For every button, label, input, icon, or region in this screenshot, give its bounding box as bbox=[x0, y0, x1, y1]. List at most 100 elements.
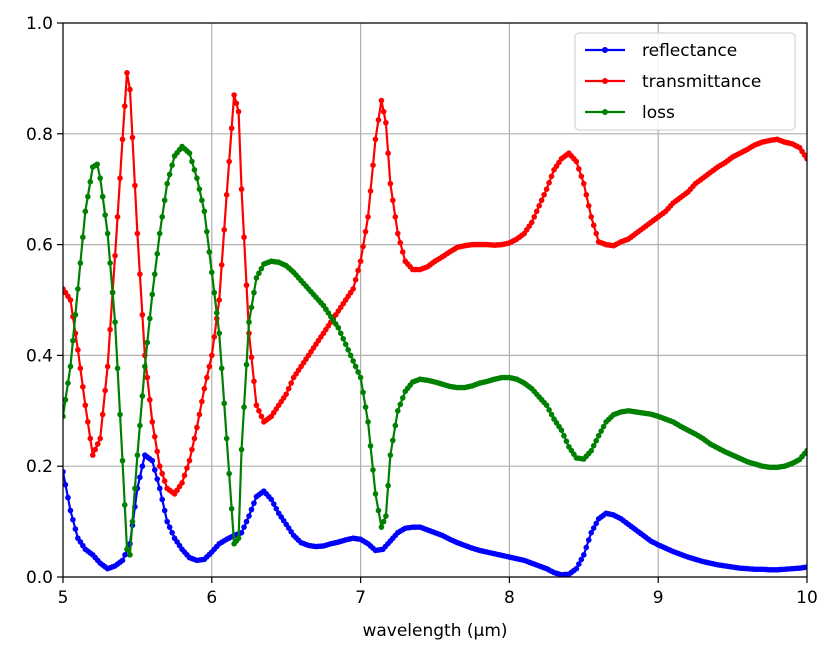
data-point bbox=[248, 304, 255, 311]
x-tick-label: 10 bbox=[796, 588, 818, 608]
legend-label: loss bbox=[642, 103, 675, 123]
series-loss bbox=[63, 143, 807, 558]
data-point bbox=[77, 260, 84, 266]
data-point bbox=[288, 380, 294, 386]
data-point bbox=[154, 251, 161, 257]
data-point bbox=[85, 419, 91, 425]
data-point bbox=[390, 197, 396, 204]
data-point bbox=[156, 230, 163, 237]
data-point bbox=[383, 513, 389, 519]
data-point bbox=[65, 494, 71, 501]
data-point bbox=[82, 402, 89, 409]
data-point bbox=[107, 260, 113, 266]
data-point bbox=[360, 389, 366, 396]
data-point bbox=[548, 173, 555, 180]
data-point bbox=[87, 179, 94, 185]
data-point bbox=[139, 463, 146, 470]
data-point bbox=[576, 166, 582, 172]
data-point bbox=[533, 208, 540, 215]
data-point bbox=[390, 437, 396, 444]
y-tick-label: 0.4 bbox=[26, 346, 53, 366]
data-point bbox=[399, 249, 406, 255]
data-point bbox=[581, 180, 587, 187]
data-point bbox=[209, 352, 215, 359]
data-point bbox=[583, 544, 590, 551]
data-point bbox=[271, 501, 277, 507]
data-point bbox=[350, 286, 356, 292]
data-point bbox=[372, 491, 379, 497]
data-point bbox=[191, 435, 198, 442]
data-point bbox=[122, 552, 128, 558]
data-point bbox=[114, 214, 121, 220]
data-point bbox=[285, 385, 292, 392]
data-point bbox=[378, 524, 385, 530]
data-point bbox=[218, 365, 225, 372]
data-point bbox=[593, 230, 599, 237]
data-point bbox=[70, 337, 76, 344]
data-point bbox=[194, 424, 200, 431]
data-point bbox=[345, 347, 352, 353]
data-point bbox=[112, 252, 118, 259]
legend: reflectance transmittance loss bbox=[574, 32, 796, 131]
data-point bbox=[235, 535, 242, 542]
data-point bbox=[256, 270, 262, 277]
y-tick-label: 0.8 bbox=[26, 125, 53, 145]
data-point bbox=[365, 214, 371, 220]
data-point bbox=[350, 358, 356, 364]
data-point bbox=[80, 234, 86, 241]
data-point bbox=[213, 310, 220, 316]
data-point bbox=[399, 395, 406, 401]
data-point bbox=[546, 179, 552, 186]
data-point bbox=[134, 452, 141, 458]
data-point bbox=[258, 413, 265, 420]
data-point bbox=[209, 269, 215, 276]
data-point bbox=[124, 546, 130, 553]
data-point bbox=[531, 214, 537, 220]
data-point bbox=[70, 516, 76, 523]
series-reflectance bbox=[63, 452, 807, 577]
data-point bbox=[144, 374, 151, 381]
data-point bbox=[72, 311, 79, 318]
data-point bbox=[397, 239, 404, 246]
data-point bbox=[102, 212, 108, 218]
data-point bbox=[191, 167, 198, 173]
data-point bbox=[241, 524, 247, 530]
data-point bbox=[166, 171, 173, 178]
data-point bbox=[585, 203, 592, 209]
data-point bbox=[528, 219, 535, 226]
legend-box bbox=[574, 32, 796, 131]
data-point bbox=[159, 496, 165, 503]
data-point bbox=[67, 363, 74, 370]
x-axis-title: wavelength (μm) bbox=[362, 621, 507, 641]
data-point bbox=[164, 518, 170, 525]
data-point bbox=[221, 400, 227, 407]
data-point bbox=[139, 393, 146, 399]
data-point bbox=[85, 193, 91, 200]
data-point bbox=[184, 465, 190, 471]
data-point bbox=[124, 70, 130, 76]
data-point bbox=[543, 402, 550, 409]
data-point bbox=[169, 162, 175, 168]
data-point bbox=[151, 467, 158, 473]
data-point bbox=[563, 438, 570, 445]
data-point bbox=[238, 446, 245, 453]
data-point bbox=[206, 249, 213, 255]
data-point bbox=[127, 86, 133, 93]
data-point bbox=[181, 472, 188, 479]
data-point bbox=[159, 214, 165, 220]
data-point bbox=[243, 361, 250, 368]
data-point bbox=[253, 275, 260, 281]
data-point bbox=[590, 442, 597, 449]
data-point bbox=[337, 330, 344, 337]
data-point bbox=[355, 267, 361, 274]
data-point bbox=[67, 507, 74, 514]
data-point bbox=[169, 529, 175, 536]
ticks: 5 6 7 8 9 10 0.0 0.2 0.4 0.6 0.8 1.0 bbox=[26, 14, 818, 608]
data-point bbox=[561, 432, 567, 439]
data-point bbox=[149, 291, 156, 298]
data-point bbox=[186, 457, 193, 464]
data-point bbox=[543, 186, 550, 192]
data-point bbox=[387, 180, 394, 187]
data-point bbox=[233, 100, 240, 107]
data-point bbox=[223, 435, 230, 442]
